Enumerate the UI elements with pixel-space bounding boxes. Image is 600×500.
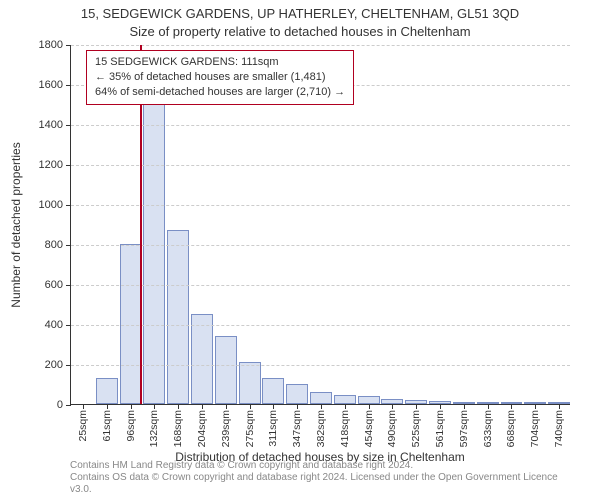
gridline [71,205,570,206]
histogram-bar [334,395,356,404]
histogram-bar [191,314,213,404]
gridline [71,165,570,166]
xtick-mark [83,404,84,409]
page-title-address: 15, SEDGEWICK GARDENS, UP HATHERLEY, CHE… [0,6,600,21]
ytick-label: 1000 [39,199,63,211]
xtick-label: 132sqm [148,410,160,447]
ytick-label: 400 [45,319,63,331]
xtick-mark [202,404,203,409]
xtick-mark [345,404,346,409]
xtick-label: 740sqm [553,410,565,447]
histogram-bar [286,384,308,404]
histogram-bar [143,84,165,404]
ytick-label: 200 [45,359,63,371]
xtick-mark [297,404,298,409]
xtick-label: 418sqm [339,410,351,447]
xtick-label: 168sqm [172,410,184,447]
xtick-mark [226,404,227,409]
histogram-bar [120,244,142,404]
histogram-bar [239,362,261,404]
ytick-label: 0 [57,399,63,411]
xtick-label: 597sqm [458,410,470,447]
gridline [71,325,570,326]
reference-annotation-box: 15 SEDGEWICK GARDENS: 111sqm ← 35% of de… [86,50,354,105]
gridline [71,45,570,46]
ytick-mark [66,405,71,406]
histogram-bar [358,396,380,404]
xtick-label: 96sqm [125,410,137,442]
xtick-mark [440,404,441,409]
footer-attribution: Contains HM Land Registry data © Crown c… [70,460,570,496]
histogram-bar [215,336,237,404]
page-subtitle: Size of property relative to detached ho… [0,24,600,39]
ytick-mark [66,365,71,366]
xtick-label: 668sqm [505,410,517,447]
xtick-mark [511,404,512,409]
ytick-mark [66,85,71,86]
xtick-label: 525sqm [410,410,422,447]
xtick-mark [392,404,393,409]
gridline [71,245,570,246]
xtick-mark [535,404,536,409]
footer-line2: Contains OS data © Crown copyright and d… [70,472,570,496]
ytick-mark [66,45,71,46]
ytick-label: 800 [45,239,63,251]
xtick-label: 633sqm [482,410,494,447]
gridline [71,285,570,286]
ytick-label: 1200 [39,159,63,171]
ytick-mark [66,245,71,246]
histogram-bar [96,378,118,404]
xtick-mark [369,404,370,409]
footer-line1: Contains HM Land Registry data © Crown c… [70,460,570,472]
histogram-bar [167,230,189,404]
xtick-label: 239sqm [220,410,232,447]
xtick-label: 561sqm [434,410,446,447]
xtick-label: 704sqm [529,410,541,447]
ytick-mark [66,165,71,166]
ytick-mark [66,125,71,126]
ytick-mark [66,325,71,326]
ytick-mark [66,285,71,286]
y-axis-label: Number of detached properties [9,142,23,307]
ytick-label: 1800 [39,39,63,51]
ytick-label: 1600 [39,79,63,91]
xtick-mark [178,404,179,409]
xtick-label: 25sqm [77,410,89,442]
annotation-line3: 64% of semi-detached houses are larger (… [95,85,345,100]
xtick-mark [131,404,132,409]
xtick-mark [321,404,322,409]
xtick-mark [464,404,465,409]
annotation-line2: ← 35% of detached houses are smaller (1,… [95,70,345,85]
xtick-mark [154,404,155,409]
xtick-mark [250,404,251,409]
ytick-mark [66,205,71,206]
xtick-label: 311sqm [267,410,279,447]
histogram-bar [310,392,332,404]
xtick-label: 347sqm [291,410,303,447]
xtick-label: 61sqm [101,410,113,442]
gridline [71,125,570,126]
xtick-label: 204sqm [196,410,208,447]
gridline [71,365,570,366]
histogram-bar [262,378,284,404]
xtick-mark [416,404,417,409]
xtick-label: 454sqm [363,410,375,447]
xtick-label: 275sqm [244,410,256,447]
xtick-mark [488,404,489,409]
ytick-label: 600 [45,279,63,291]
annotation-line1: 15 SEDGEWICK GARDENS: 111sqm [95,55,345,70]
ytick-label: 1400 [39,119,63,131]
xtick-label: 490sqm [386,410,398,447]
xtick-mark [107,404,108,409]
xtick-label: 382sqm [315,410,327,447]
xtick-mark [559,404,560,409]
xtick-mark [273,404,274,409]
